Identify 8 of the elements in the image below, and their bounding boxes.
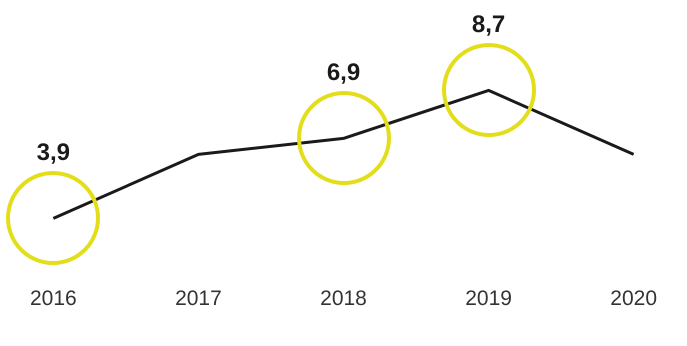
data-label: 8,7 bbox=[472, 11, 506, 38]
x-tick-label: 2019 bbox=[465, 287, 512, 310]
data-label: 3,9 bbox=[36, 139, 70, 166]
x-tick-label: 2016 bbox=[30, 287, 77, 310]
x-tick-label: 2020 bbox=[610, 287, 657, 310]
x-tick-label: 2018 bbox=[320, 287, 367, 310]
data-label: 6,9 bbox=[326, 59, 360, 86]
x-tick-label: 2017 bbox=[175, 287, 222, 310]
